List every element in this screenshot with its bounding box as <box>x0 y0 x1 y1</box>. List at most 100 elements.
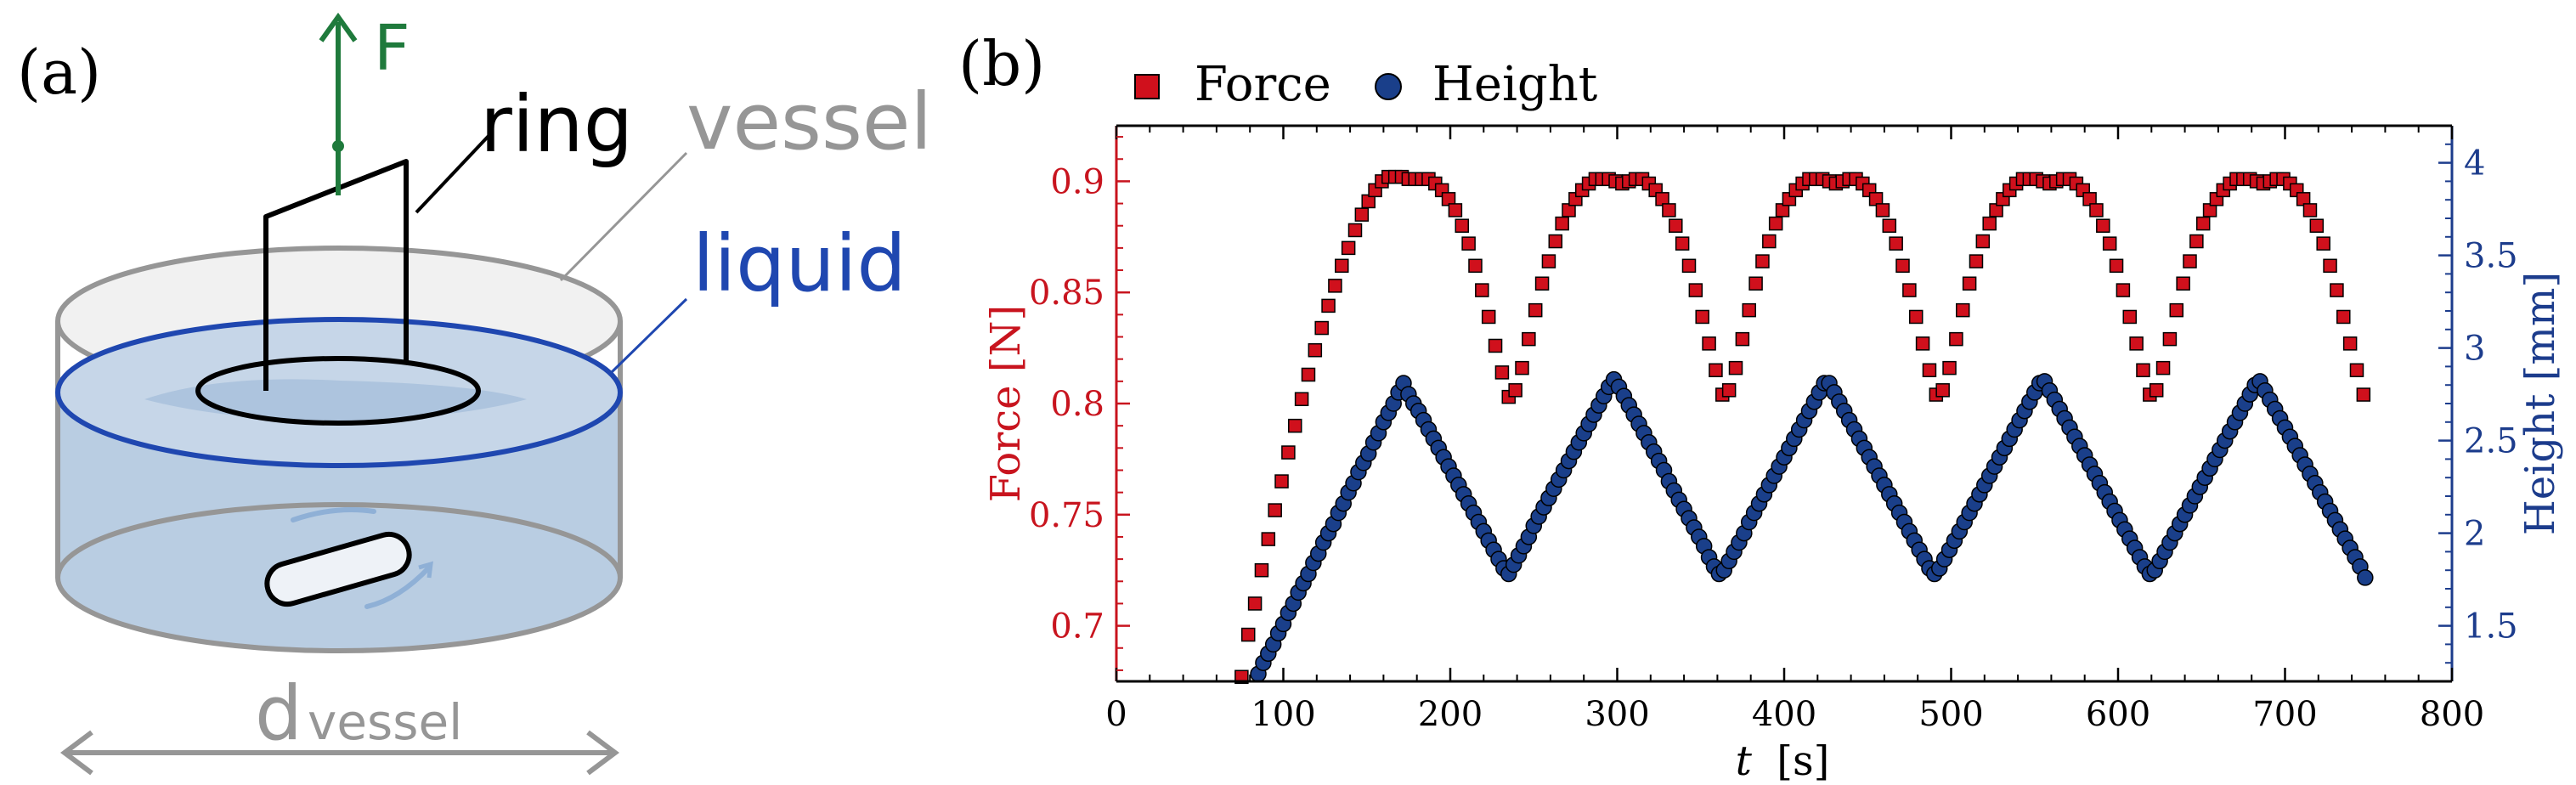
diameter-label-sub: vessel <box>308 693 462 751</box>
stir-arrow-bottom <box>364 565 432 609</box>
x-tick-label: 100 <box>1251 695 1315 734</box>
force-point <box>1468 258 1483 274</box>
force-point <box>1721 383 1737 398</box>
legend-height-label: Height <box>1432 57 1598 112</box>
force-point <box>2316 236 2330 251</box>
y-left-axis-label: Force [N] <box>982 305 1030 503</box>
force-point <box>2189 234 2204 249</box>
x-tick-label: 300 <box>1585 695 1649 734</box>
force-point <box>1341 240 1356 256</box>
y-right-tick-label: 1.5 <box>2464 607 2518 647</box>
y-right-tick-label: 2 <box>2464 515 2485 554</box>
force-point <box>2136 363 2150 378</box>
force-point <box>2183 254 2197 268</box>
force-point <box>1288 418 1302 433</box>
force-point <box>1335 258 1349 274</box>
force-point <box>1956 302 1970 318</box>
force-point <box>1949 331 1963 347</box>
force-point <box>2116 283 2131 297</box>
force-point <box>1321 298 1336 313</box>
force-point <box>1494 365 1510 380</box>
force-point <box>1268 503 1282 517</box>
force-point <box>1709 363 1723 378</box>
force-point <box>1541 254 1556 268</box>
vessel-leader <box>559 151 688 282</box>
force-point <box>1448 203 1463 217</box>
x-axis-label-var: t <box>1736 737 1753 785</box>
y-left-tick-label: 0.8 <box>1050 385 1104 424</box>
force-point <box>2129 336 2144 351</box>
force-point <box>2155 360 2171 376</box>
force-point <box>1875 203 1890 217</box>
diameter-arrowhead-left <box>60 730 93 776</box>
x-tick-label: 600 <box>2086 695 2150 734</box>
force-point <box>1681 258 1697 274</box>
force-point <box>2349 363 2364 378</box>
force-point <box>1695 309 1709 325</box>
liquid-outline <box>55 317 623 468</box>
force-point <box>2356 387 2371 402</box>
force-point <box>1755 254 1770 268</box>
force-point <box>1314 320 1329 336</box>
force-point <box>1354 207 1370 222</box>
force-point <box>1902 283 1917 297</box>
diameter-arrowhead-right <box>586 730 619 776</box>
ring-label: ring <box>480 79 633 170</box>
ring-leader <box>415 134 490 214</box>
vessel-bottom-rim <box>55 502 623 653</box>
force-point <box>1915 336 1930 351</box>
height-point <box>2357 569 2374 586</box>
force-point <box>1762 234 1777 249</box>
ring <box>195 356 481 426</box>
x-tick-label: 800 <box>2420 695 2484 734</box>
force-point <box>1742 302 1756 318</box>
force-point <box>1461 236 1476 251</box>
force-point <box>1975 234 1991 249</box>
force-attach-point <box>332 140 344 152</box>
force-point <box>1240 627 1256 642</box>
panel-b-label: (b) <box>958 28 1045 99</box>
force-point <box>2162 331 2178 347</box>
x-axis-label: t [s] <box>1736 737 1830 785</box>
force-point <box>1662 203 1676 217</box>
force-point <box>1982 216 1997 231</box>
force-point <box>1481 309 1496 325</box>
force-point <box>1935 383 1950 398</box>
force-point <box>2309 218 2325 233</box>
force-point <box>1728 360 1743 376</box>
y-left-ticks: 0.7 0.75 0.8 0.85 0.9 <box>1029 136 1130 671</box>
force-point <box>2096 218 2110 233</box>
force-point <box>2195 216 2211 231</box>
force-point <box>1675 236 1690 251</box>
force-point <box>1748 276 1763 291</box>
height-series <box>1250 370 2374 683</box>
force-point <box>2102 236 2117 251</box>
force-point <box>1889 236 1903 251</box>
y-right-axis-label: Height [mm] <box>2517 272 2564 535</box>
force-point <box>1475 283 1489 297</box>
legend-force-marker <box>1134 74 1160 99</box>
y-right-tick-label: 2.5 <box>2464 422 2518 461</box>
stir-bar <box>264 506 433 609</box>
legend-force-label: Force <box>1195 57 1331 112</box>
force-point <box>2122 309 2138 325</box>
liquid-leader <box>610 297 688 374</box>
force-point <box>1702 336 1716 351</box>
x-ticks: 0 100 200 300 400 500 600 700 800 <box>1105 126 2484 734</box>
force-point <box>2089 203 2104 217</box>
force-point <box>1261 532 1276 546</box>
force-point <box>1882 218 1897 233</box>
stir-bar-body <box>264 531 412 607</box>
force-point <box>2149 383 2164 398</box>
force-point <box>2342 336 2358 351</box>
legend: Force Height <box>1134 57 1598 112</box>
x-axis-label-unit: [s] <box>1777 737 1829 785</box>
y-right-tick-label: 4 <box>2464 144 2485 184</box>
liquid-label: liquid <box>692 218 907 309</box>
force-point <box>1488 338 1503 353</box>
vessel-drawing <box>55 246 623 653</box>
force-point <box>1555 216 1569 231</box>
force-point <box>2109 258 2124 274</box>
force-point <box>1281 445 1296 460</box>
force-point <box>1768 216 1783 231</box>
